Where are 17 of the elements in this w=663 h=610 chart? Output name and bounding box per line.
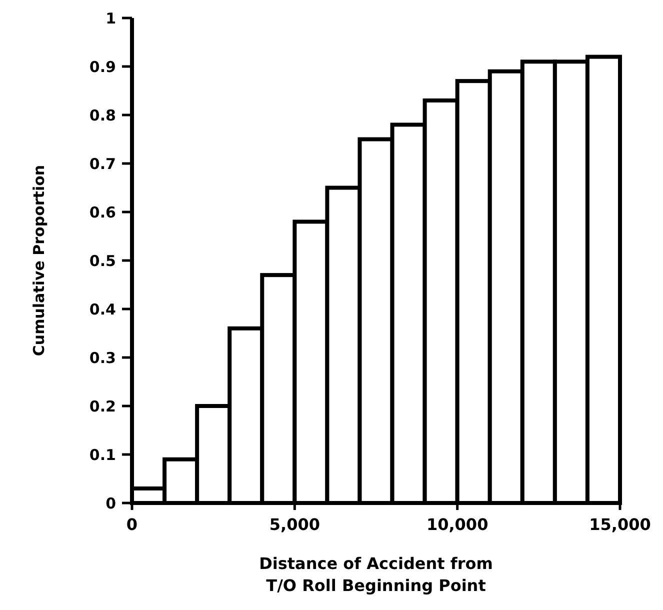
y-tick-label: 0.4 [89, 300, 116, 318]
x-tick-label: 15,000 [589, 515, 651, 534]
y-tick-label: 0.5 [89, 252, 116, 270]
y-tick-label: 0.3 [89, 348, 116, 367]
x-tick-label: 5,000 [269, 515, 320, 534]
y-tick-label: 0.9 [89, 58, 116, 76]
y-tick-label: 0.2 [89, 397, 116, 416]
y-tick-label: 0.1 [89, 446, 116, 464]
y-tick-label: 0.6 [89, 203, 116, 222]
y-tick-label: 0.7 [89, 154, 116, 173]
x-tick-label: 0 [126, 515, 138, 534]
y-tick-label: 0 [106, 494, 116, 512]
y-tick-label: 1 [106, 9, 116, 28]
y-axis-title: Cumulative Proportion [30, 164, 48, 356]
x-tick-label: 10,000 [426, 515, 488, 534]
x-axis-title: Distance of Accident from T/O Roll Beginning Point [259, 554, 493, 595]
y-tick-label: 0.8 [89, 106, 116, 124]
